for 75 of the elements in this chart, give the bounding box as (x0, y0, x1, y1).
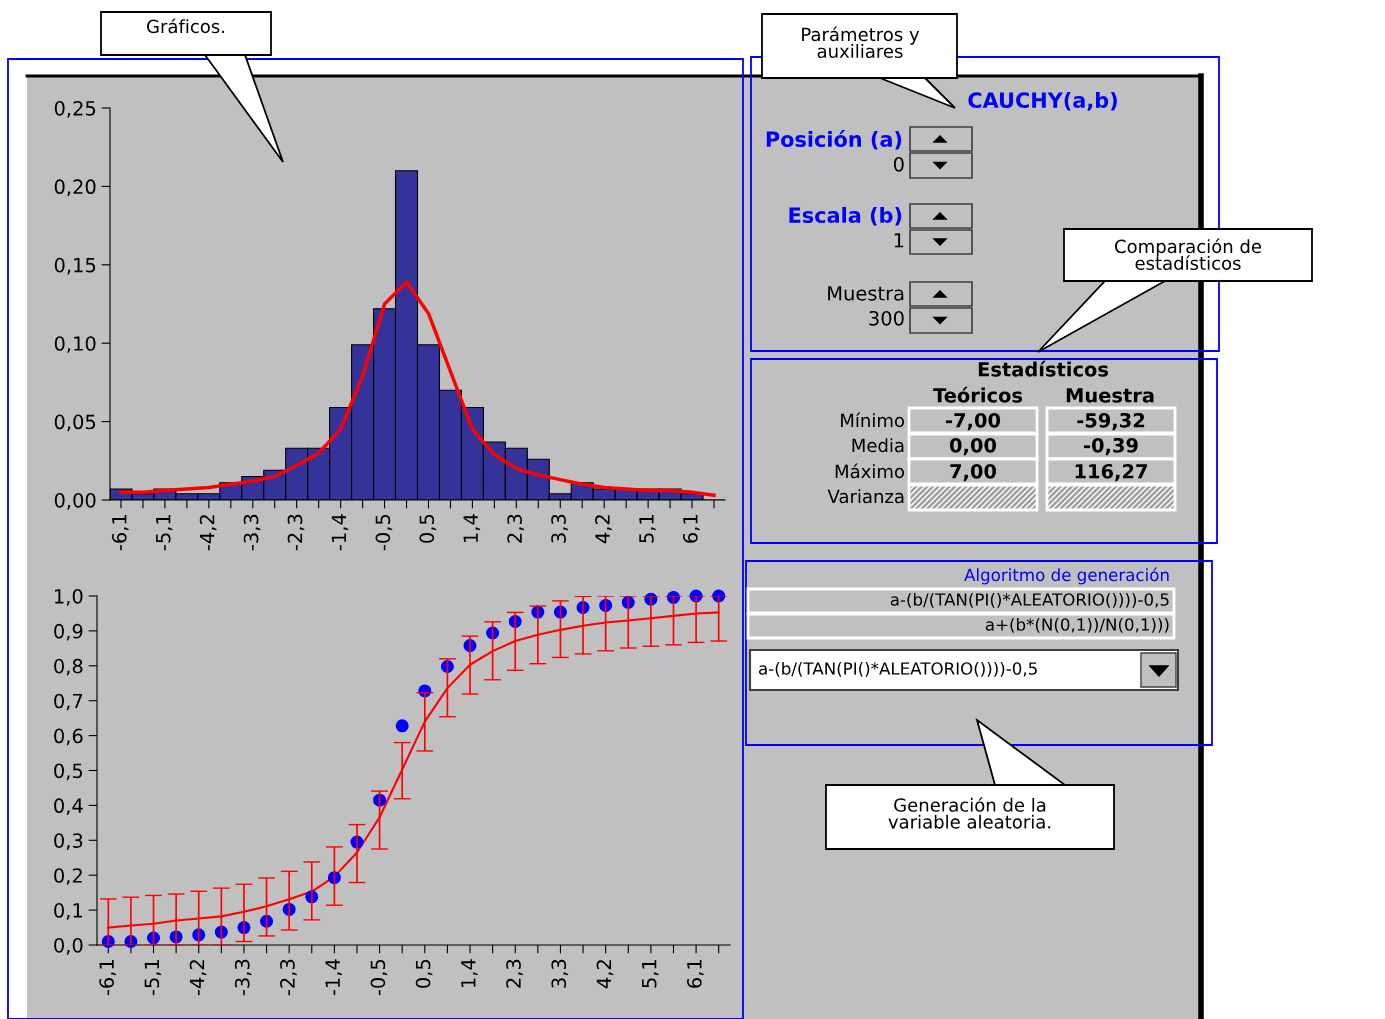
text: Algoritmo de generación (964, 567, 1169, 585)
text: Varianza (827, 489, 904, 504)
text: Generación de la variable aleatoria. (888, 797, 1051, 829)
y-tick-label: 0,6 (54, 728, 83, 746)
text: -7,00 (946, 412, 1001, 431)
y-tick-label: 0,0 (54, 937, 83, 955)
y-tick-label: 1,0 (55, 588, 83, 606)
y-tick-label: 0,2 (54, 868, 82, 885)
text: CAUCHY(a,b) (968, 91, 1117, 111)
text: Parámetros y auxiliares (802, 26, 920, 58)
x-tick-label: -3,3 (234, 959, 252, 996)
text: 300 (869, 310, 904, 326)
y-tick-label: 0,1 (54, 903, 83, 920)
x-tick-label: 0,5 (415, 959, 433, 988)
x-tick-label: 3,3 (551, 959, 569, 988)
y-tick-label: 0,5 (54, 763, 83, 781)
y-tick-label: 0,8 (54, 658, 83, 676)
x-tick-label: -1,4 (331, 514, 349, 551)
x-tick-label: -0,5 (370, 959, 388, 996)
text: -59,32 (1077, 412, 1145, 431)
point (395, 719, 409, 733)
text: a-(b/(TAN(PI()*ALEATORIO())))-0,5 (759, 661, 1037, 677)
text: Gráficos. (147, 18, 225, 34)
x-tick-label: -0,5 (375, 514, 393, 551)
x-tick-label: -6,1 (111, 514, 129, 551)
text: Muestra (1066, 388, 1154, 403)
text: Mínimo (841, 412, 905, 428)
x-tick-label: 6,1 (687, 959, 704, 988)
x-tick-label: -5,1 (156, 514, 173, 551)
x-tick-label: 5,1 (639, 514, 656, 543)
text: 0 (893, 156, 904, 172)
x-tick-label: -3,3 (243, 514, 261, 551)
x-tick-label: 6,1 (682, 514, 700, 543)
x-tick-label: 1,4 (463, 514, 481, 542)
y-tick-label: 0,9 (54, 623, 83, 641)
x-tick-label: -6,1 (99, 959, 116, 996)
y-tick-label: 0,3 (54, 833, 83, 850)
text: Teóricos (933, 386, 1023, 403)
line-series (119, 280, 716, 498)
x-tick-label: 4,2 (595, 515, 612, 544)
text: Media (852, 438, 904, 453)
x-tick-label: -2,3 (287, 514, 305, 551)
text: Máximo (835, 463, 905, 479)
y-tick-label: 0,05 (54, 414, 96, 432)
text: 116,27 (1075, 463, 1147, 482)
x-tick-label: 2,3 (507, 514, 524, 543)
x-tick-label: -1,4 (325, 959, 342, 996)
y-tick-label: 0,00 (54, 492, 96, 510)
y-tick-label: 0,4 (54, 798, 83, 816)
text: Estadísticos (978, 360, 1108, 377)
x-tick-label: -4,2 (189, 960, 207, 996)
x-tick-label: 3,3 (551, 514, 568, 543)
text: Posición (a) (766, 130, 902, 150)
text: 1 (894, 233, 904, 248)
y-tick-label: 0,15 (54, 257, 96, 275)
x-tick-label: 1,4 (461, 959, 478, 987)
x-tick-label: 2,3 (506, 959, 523, 988)
x-tick-label: -2,3 (280, 959, 297, 996)
text: Escala (b) (789, 206, 902, 226)
text: 7,00 (950, 463, 997, 482)
y-tick-label: 0,7 (54, 693, 83, 711)
x-tick-label: -4,2 (199, 515, 217, 551)
y-tick-label: 0,10 (54, 336, 96, 353)
x-tick-label: -5,1 (144, 959, 162, 996)
y-tick-label: 0,25 (54, 100, 96, 118)
text: -0,39 (1084, 437, 1138, 456)
y-tick-label: 0,20 (54, 179, 96, 197)
x-tick-label: 0,5 (419, 514, 437, 543)
text: a+(b*(N(0,1))/N(0,1))) (985, 617, 1169, 633)
x-tick-label: 5,1 (642, 959, 659, 988)
x-tick-label: 4,2 (596, 960, 614, 989)
text: Muestra (828, 286, 904, 301)
text: Comparación de estadísticos (1115, 238, 1262, 270)
text: 0,00 (949, 437, 997, 456)
text: a-(b/(TAN(PI()*ALEATORIO())))-0,5 (890, 592, 1169, 608)
